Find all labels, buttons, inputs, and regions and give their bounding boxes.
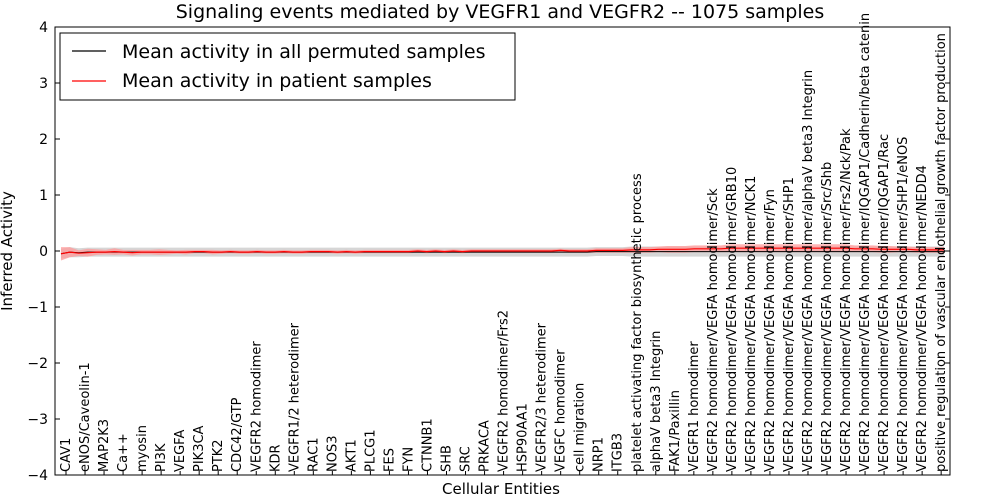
- x-tick-label: myosin: [135, 425, 150, 472]
- x-tick-label: PIK3CA: [192, 425, 207, 472]
- legend-label-permuted: Mean activity in all permuted samples: [122, 41, 485, 63]
- y-axis: −4 −3 −2 −1 0 1 2 3 4: [27, 20, 950, 484]
- y-tick-label: −3: [27, 412, 48, 428]
- x-tick-label: CAV1: [59, 438, 74, 472]
- y-tick-label: 1: [39, 188, 48, 204]
- x-axis-label: Cellular Entities: [442, 480, 560, 498]
- x-tick-label: positive regulation of vascular endothel…: [934, 33, 949, 472]
- x-tick-label: PI3K: [154, 443, 169, 472]
- y-tick-label: 4: [39, 20, 48, 36]
- x-tick-label: MAP2K3: [97, 419, 112, 472]
- x-tick-label: platelet activating factor biosynthetic …: [630, 173, 645, 472]
- x-tick-label: AKT1: [344, 439, 359, 472]
- legend: Mean activity in all permuted samples Me…: [59, 32, 516, 101]
- y-tick-label: 2: [39, 132, 48, 148]
- x-tick-label: alphaV beta3 Integrin: [649, 331, 664, 472]
- x-tick-label: VEGFR2 homodimer/VEGFA homodimer/Frs2/Nc…: [839, 128, 854, 472]
- x-tick-label: VEGFR2 homodimer/VEGFA homodimer/GRB10: [725, 167, 740, 472]
- x-tick-label: FAK1/Paxillin: [668, 390, 683, 472]
- x-tick-label: CTNNB1: [421, 418, 436, 472]
- x-tick-label: VEGFA: [173, 430, 188, 472]
- x-tick-label: VEGFR1 homodimer: [687, 341, 702, 472]
- x-tick-label: VEGFR2 homodimer/VEGFA homodimer/IQGAP1/…: [877, 134, 892, 472]
- x-tick-label: RAC1: [306, 437, 321, 472]
- x-tick-label: VEGFR2 homodimer: [249, 341, 264, 472]
- x-axis-labels: CAV1 eNOS/Caveolin-1 MAP2K3 Ca++ myosin PI3K V…: [59, 13, 949, 475]
- legend-label-patient: Mean activity in patient samples: [122, 70, 432, 92]
- x-tick-label: NRP1: [592, 437, 607, 472]
- x-tick-label: VEGFR2 homodimer/VEGFA homodimer/Sck: [706, 188, 721, 472]
- x-tick-label: FES: [382, 448, 397, 472]
- x-tick-label: VEGFR2 homodimer/VEGFA homodimer/alphaV …: [801, 70, 816, 472]
- x-tick-label: HSP90AA1: [516, 403, 531, 472]
- x-tick-label: ITGB3: [611, 433, 626, 472]
- x-tick-label: VEGFR2 homodimer/Frs2: [497, 310, 512, 472]
- y-tick-label: −4: [27, 468, 48, 484]
- x-tick-label: VEGFR1/2 heterodimer: [287, 322, 302, 472]
- y-tick-label: 0: [39, 244, 48, 260]
- x-tick-label: cell migration: [573, 383, 588, 472]
- y-axis-label: Inferred Activity: [0, 191, 16, 311]
- x-tick-label: NOS3: [325, 436, 340, 472]
- x-tick-label: VEGFR2 homodimer/VEGFA homodimer/IQGAP1/…: [858, 13, 873, 472]
- x-tick-label: KDR: [268, 444, 283, 472]
- x-tick-label: VEGFR2/3 heterodimer: [535, 322, 550, 472]
- x-tick-label: PTK2: [211, 439, 226, 472]
- x-tick-label: FYN: [402, 447, 417, 472]
- x-tick-label: Ca++: [116, 433, 131, 472]
- x-tick-label: VEGFR2 homodimer/VEGFA homodimer/SHP1: [782, 177, 797, 472]
- y-tick-label: −1: [27, 300, 48, 316]
- x-tick-label: VEGFR2 homodimer/VEGFA homodimer/Src/Shb: [820, 162, 835, 472]
- x-tick-label: VEGFC homodimer: [554, 349, 569, 472]
- x-tick-label: PLCG1: [363, 429, 378, 472]
- legend-box: [59, 32, 516, 101]
- chart-title: Signaling events mediated by VEGFR1 and …: [176, 1, 824, 23]
- plot-area: [60, 244, 944, 261]
- x-tick-label: VEGFR2 homodimer/VEGFA homodimer/NEDD4: [915, 165, 930, 472]
- y-tick-label: 3: [39, 76, 48, 92]
- x-tick-label: VEGFR2 homodimer/VEGFA homodimer/Fyn: [763, 189, 778, 472]
- x-tick-label: VEGFR2 homodimer/VEGFA homodimer/SHP1/eN…: [896, 137, 911, 472]
- x-tick-label: eNOS/Caveolin-1: [78, 362, 93, 472]
- series-line-patient: [60, 247, 944, 255]
- x-tick-label: SHB: [440, 445, 455, 472]
- x-tick-label: SRC: [459, 446, 474, 472]
- x-tick-label: VEGFR2 homodimer/VEGFA homodimer/NCK1: [744, 176, 759, 472]
- y-tick-label: −2: [27, 356, 48, 372]
- x-tick-label: PRKACA: [478, 420, 493, 472]
- x-tick-label: CDC42/GTP: [230, 397, 245, 472]
